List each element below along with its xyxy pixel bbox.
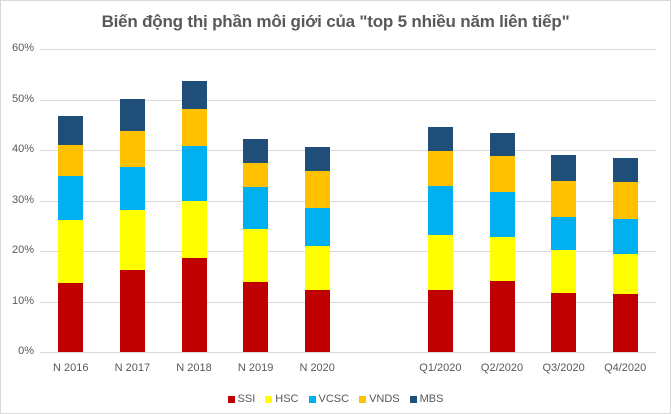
bar-segment-vnds <box>612 181 638 220</box>
bar-segment-ssi <box>243 281 269 352</box>
legend-swatch-icon <box>409 395 417 403</box>
bar-segment-ssi <box>489 280 515 352</box>
stacked-bar <box>304 147 330 352</box>
bar-segment-hsc <box>58 220 84 283</box>
bar-segment-hsc <box>119 210 145 271</box>
bar-segment-mbs <box>551 155 577 181</box>
x-tick-label: Q4/2020 <box>604 362 647 374</box>
x-tick-label: Q1/2020 <box>419 362 462 374</box>
y-tick-label: 50% <box>11 92 34 105</box>
bar-segment-vcsc <box>427 185 453 235</box>
bar-segment-mbs <box>612 158 638 182</box>
bar-segment-mbs <box>489 132 515 157</box>
y-tick-label: 10% <box>11 294 34 307</box>
y-tick-label: 0% <box>18 345 34 357</box>
x-tick-label: N 2019 <box>237 362 274 374</box>
legend-label: VCSC <box>318 393 350 405</box>
gridline <box>40 352 656 353</box>
chart-title: Biến động thị phần môi giới của "top 5 n… <box>101 12 570 31</box>
bar-segment-vcsc <box>243 186 269 229</box>
stacked-bar <box>58 116 84 352</box>
bar-segment-ssi <box>551 292 577 352</box>
legend-label: MBS <box>419 393 444 405</box>
bar-segment-vcsc <box>181 145 207 202</box>
bar-segment-vcsc <box>551 217 577 250</box>
bar-segment-vnds <box>243 163 269 187</box>
bar-segment-mbs <box>119 99 145 131</box>
legend-item-vcsc: VCSC <box>308 393 350 405</box>
legend-swatch-icon <box>308 395 316 403</box>
bar-segment-hsc <box>427 234 453 290</box>
bar-segment-ssi <box>58 282 84 352</box>
stacked-bar <box>489 132 515 352</box>
bar-segment-vcsc <box>489 191 515 237</box>
bar-segment-vcsc <box>119 167 145 211</box>
plot-area <box>40 49 656 353</box>
bar-segment-mbs <box>181 80 207 110</box>
x-tick-label: N 2020 <box>299 362 335 374</box>
bar-segment-vnds <box>181 109 207 146</box>
legend-item-vnds: VNDS <box>359 393 400 405</box>
bar-segment-vnds <box>58 144 84 176</box>
bar-segment-hsc <box>612 254 638 294</box>
legend-item-hsc: HSC <box>265 393 299 405</box>
stacked-bar <box>612 158 638 352</box>
bar-segment-mbs <box>243 138 269 164</box>
legend-swatch-icon <box>265 395 273 403</box>
y-tick-label: 60% <box>11 42 34 54</box>
stacked-bar <box>427 126 453 352</box>
gridline <box>40 301 656 303</box>
bar-segment-hsc <box>181 201 207 259</box>
bar-segment-mbs <box>427 126 453 152</box>
stacked-bar <box>119 99 145 352</box>
bar-segment-vnds <box>551 180 577 218</box>
x-tick-label: Q2/2020 <box>480 362 524 374</box>
stacked-bar <box>181 80 207 352</box>
bar-segment-ssi <box>612 293 638 352</box>
stacked-bar <box>551 155 577 352</box>
legend-swatch-icon <box>227 395 235 403</box>
bar-segment-vnds <box>489 156 515 192</box>
legend: SSI HSC VCSC VNDS MBS <box>0 393 671 405</box>
gridline <box>40 49 656 50</box>
x-tick-label: N 2018 <box>176 362 212 374</box>
bar-segment-vcsc <box>304 208 330 246</box>
legend-label: HSC <box>275 393 299 405</box>
gridline <box>40 200 656 202</box>
bar-segment-hsc <box>304 245 330 290</box>
bar-segment-mbs <box>304 147 330 172</box>
bar-segment-mbs <box>58 116 84 145</box>
bar-segment-vnds <box>427 151 453 186</box>
legend-item-mbs: MBS <box>409 393 444 405</box>
bar-segment-vnds <box>304 171 330 209</box>
gridline <box>40 251 656 252</box>
legend-label: SSI <box>237 393 256 405</box>
bar-segment-ssi <box>304 289 330 352</box>
x-tick-label: N 2017 <box>114 362 151 374</box>
bar-segment-ssi <box>427 289 453 352</box>
y-tick-label: 30% <box>11 193 34 206</box>
bar-segment-vcsc <box>58 175 84 221</box>
x-tick-label: Q3/2020 <box>542 362 585 374</box>
bar-segment-vcsc <box>612 219 638 255</box>
legend-label: VNDS <box>369 393 400 405</box>
stacked-bar <box>243 138 269 352</box>
bar-segment-ssi <box>181 258 207 352</box>
gridline <box>40 150 656 151</box>
bar-segment-vnds <box>119 130 145 168</box>
legend-swatch-icon <box>359 395 367 403</box>
bar-segment-hsc <box>243 228 269 282</box>
gridline <box>40 99 656 101</box>
x-tick-label: N 2016 <box>53 362 89 374</box>
bar-segment-ssi <box>119 270 145 352</box>
legend-item-ssi: SSI <box>227 393 256 405</box>
bar-segment-hsc <box>489 236 515 281</box>
bar-segment-hsc <box>551 250 577 293</box>
y-tick-label: 20% <box>11 244 34 256</box>
y-tick-label: 40% <box>11 143 34 155</box>
